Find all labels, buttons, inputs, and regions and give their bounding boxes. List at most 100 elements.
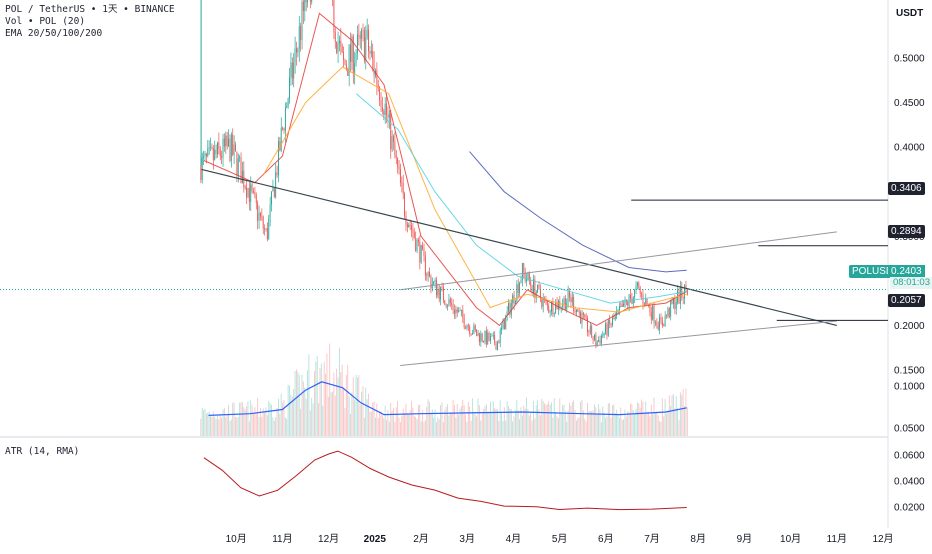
volume-bar bbox=[510, 408, 512, 436]
volume-bar bbox=[211, 416, 213, 436]
volume-bar bbox=[404, 412, 405, 436]
candle-body bbox=[660, 316, 662, 321]
volume-bar bbox=[551, 402, 552, 436]
candle-body bbox=[485, 331, 487, 345]
volume-bar bbox=[641, 399, 642, 436]
candle-body bbox=[225, 135, 227, 147]
volume-bar bbox=[244, 409, 246, 436]
candle-body bbox=[584, 315, 586, 316]
volume-bar bbox=[293, 389, 295, 436]
candle-body bbox=[391, 136, 393, 150]
candle-body bbox=[386, 103, 387, 116]
candle-body bbox=[553, 313, 555, 315]
candle-body bbox=[652, 305, 654, 320]
candle-body bbox=[639, 287, 641, 294]
volume-bar bbox=[325, 373, 326, 436]
candle-body bbox=[204, 153, 206, 157]
candle-body bbox=[555, 302, 557, 314]
volume-bar bbox=[379, 412, 381, 436]
volume-bar bbox=[460, 405, 462, 436]
candle-body bbox=[380, 100, 382, 107]
candle-body bbox=[284, 108, 286, 131]
volume-bar bbox=[628, 412, 630, 436]
candle-body bbox=[650, 312, 652, 320]
candle-body bbox=[542, 298, 544, 307]
ema-line-ema50 bbox=[263, 66, 687, 313]
volume-bar bbox=[358, 375, 360, 436]
volume-bar bbox=[548, 401, 550, 436]
volume-bar bbox=[454, 405, 455, 436]
volume-bar bbox=[441, 402, 443, 436]
candle-body bbox=[661, 320, 663, 326]
ema-legend[interactable]: EMA 20/50/100/200 bbox=[5, 28, 103, 39]
symbol-legend[interactable]: POL / TetherUS • 1天 • BINANCE bbox=[5, 4, 175, 15]
volume-bar bbox=[433, 417, 435, 436]
volume-bar bbox=[589, 411, 591, 436]
candle-body bbox=[488, 332, 490, 341]
x-tick-label: 11月 bbox=[272, 533, 292, 545]
volume-bar bbox=[677, 408, 679, 436]
candle-body bbox=[409, 224, 411, 226]
volume-bar bbox=[650, 404, 652, 436]
volume-bar bbox=[605, 417, 606, 436]
candle-body bbox=[399, 169, 401, 183]
volume-bar bbox=[600, 422, 602, 436]
candle-body bbox=[587, 318, 588, 333]
candle-body bbox=[569, 291, 570, 298]
volume-bar bbox=[207, 412, 209, 436]
candle-body bbox=[627, 301, 629, 306]
candle-body bbox=[654, 322, 656, 324]
candle-body bbox=[672, 299, 674, 305]
volume-bar bbox=[630, 403, 631, 436]
candle-body bbox=[494, 334, 496, 344]
candle-body bbox=[291, 62, 293, 79]
volume-bar bbox=[632, 410, 634, 436]
candle-body bbox=[336, 41, 338, 53]
candle-body bbox=[588, 332, 590, 334]
candle-body bbox=[620, 306, 622, 308]
volume-bar bbox=[255, 411, 257, 436]
candle-body bbox=[519, 282, 521, 293]
candle-body bbox=[514, 300, 516, 304]
candle-body bbox=[490, 336, 491, 341]
atr-line bbox=[203, 450, 687, 511]
volume-bar bbox=[447, 404, 448, 436]
volume-bar bbox=[602, 406, 604, 436]
volume-bar bbox=[585, 421, 587, 436]
candle-body bbox=[345, 64, 347, 69]
candle-body bbox=[387, 115, 389, 118]
candle-body bbox=[534, 279, 536, 298]
candle-body bbox=[624, 299, 626, 307]
candle-body bbox=[200, 164, 202, 181]
volume-bar bbox=[251, 405, 253, 436]
volume-bar bbox=[375, 417, 376, 436]
volume-bar bbox=[243, 407, 245, 436]
candle-body bbox=[659, 316, 661, 330]
candle-body bbox=[548, 305, 550, 313]
candle-body bbox=[560, 306, 562, 308]
volume-bar bbox=[660, 421, 662, 436]
volume-bar bbox=[502, 420, 504, 436]
candle-body bbox=[498, 342, 500, 344]
volume-bar bbox=[365, 387, 367, 436]
volume-bar bbox=[210, 416, 211, 436]
volume-bar bbox=[654, 412, 656, 436]
volume-bar bbox=[631, 404, 633, 436]
volume-bar bbox=[272, 417, 274, 436]
volume-bar bbox=[455, 417, 457, 436]
volume-bar bbox=[559, 398, 561, 436]
volume-bar bbox=[405, 403, 407, 436]
volume-bar bbox=[575, 420, 577, 436]
volume-bar bbox=[356, 377, 358, 436]
volume-bar bbox=[351, 392, 353, 436]
volume-bar bbox=[534, 418, 536, 436]
volume-bar bbox=[675, 396, 677, 436]
candle-body bbox=[365, 36, 367, 61]
candle-body bbox=[258, 213, 260, 221]
candle-body bbox=[634, 289, 636, 298]
volume-legend[interactable]: Vol • POL (20) bbox=[5, 16, 86, 27]
candle-body bbox=[398, 166, 400, 170]
atr-legend[interactable]: ATR (14, RMA) bbox=[5, 446, 80, 457]
